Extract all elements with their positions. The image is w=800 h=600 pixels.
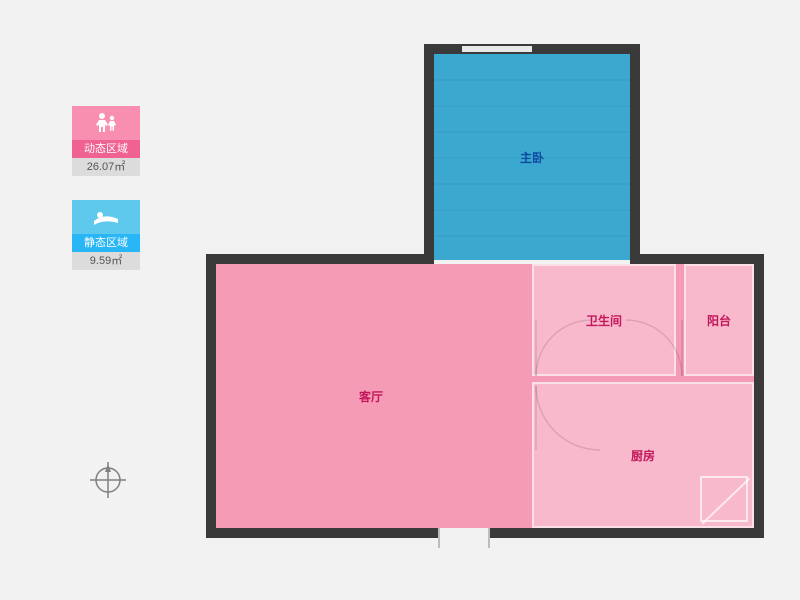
room-balcony-label: 阳台 (707, 312, 731, 329)
wall (424, 44, 640, 54)
legend-dynamic-label: 动态区域 (72, 140, 140, 158)
wall (754, 254, 764, 538)
legend-static-value: 9.59㎡ (72, 252, 140, 270)
wall (206, 254, 434, 264)
room-balcony: 阳台 (684, 264, 754, 376)
room-bedroom: 主卧 (434, 54, 630, 260)
wall (206, 254, 216, 538)
room-bathroom-label: 卫生间 (586, 312, 622, 329)
people-icon (93, 112, 119, 134)
wall (630, 254, 764, 264)
corner-marker (700, 476, 748, 522)
legend-dynamic: 动态区域 26.07㎡ (72, 106, 140, 176)
compass-icon (90, 462, 126, 498)
floor-plan: 主卧 客厅 卫生间 阳台 厨房 (206, 44, 764, 538)
room-bedroom-label: 主卧 (520, 149, 544, 166)
wall (424, 44, 434, 260)
room-living: 客厅 (216, 264, 526, 528)
sleeping-icon (92, 207, 120, 227)
legend-dynamic-icon (72, 106, 140, 140)
legend-static: 静态区域 9.59㎡ (72, 200, 140, 270)
legend-static-icon (72, 200, 140, 234)
room-kitchen-label: 厨房 (631, 447, 655, 464)
legend-static-label: 静态区域 (72, 234, 140, 252)
room-bathroom: 卫生间 (532, 264, 676, 376)
legend-dynamic-value: 26.07㎡ (72, 158, 140, 176)
main-door (438, 528, 490, 548)
wall (486, 528, 764, 538)
room-living-label: 客厅 (359, 388, 383, 405)
wall (630, 44, 640, 260)
wall (206, 528, 438, 538)
window-bedroom (462, 46, 532, 52)
